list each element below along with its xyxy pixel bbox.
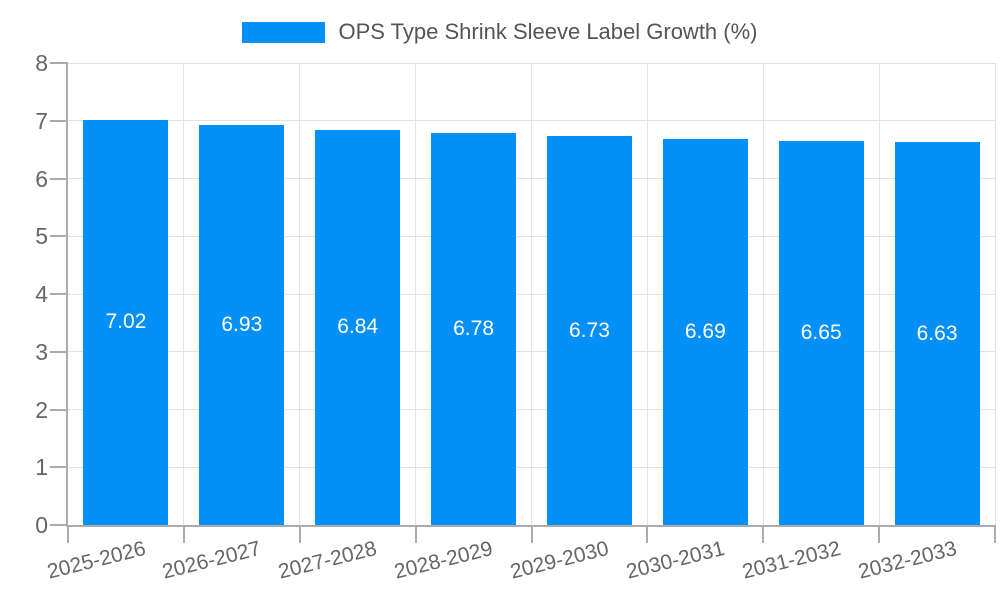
- y-axis-label: 0: [35, 512, 48, 538]
- x-axis-label: 2031-2032: [739, 537, 843, 584]
- x-tick-mark: [762, 525, 765, 543]
- gridline-vertical: [183, 63, 185, 525]
- bar-value-label: 6.73: [569, 318, 610, 342]
- y-tick-mark: [50, 466, 68, 469]
- bar[interactable]: 6.78: [431, 133, 517, 525]
- y-axis-label: 5: [35, 223, 48, 250]
- y-axis-label: 1: [35, 454, 48, 481]
- x-tick-mark: [646, 525, 649, 543]
- x-axis-label: 2027-2028: [276, 537, 380, 584]
- x-tick-mark: [530, 525, 533, 543]
- y-axis-label: 6: [35, 165, 48, 192]
- y-axis-label: 4: [35, 281, 48, 307]
- bar-value-label: 6.65: [800, 320, 842, 344]
- x-tick-mark: [878, 525, 881, 543]
- y-tick-mark: [50, 119, 68, 122]
- y-tick-mark: [50, 408, 68, 411]
- bar-value-label: 7.02: [105, 310, 147, 334]
- x-tick-mark: [414, 525, 417, 543]
- gridline-vertical: [531, 63, 532, 525]
- bar[interactable]: 7.02: [83, 119, 169, 525]
- x-tick-mark: [994, 525, 996, 543]
- bar[interactable]: 6.93: [199, 124, 285, 525]
- x-tick-mark: [298, 525, 301, 543]
- x-tick-mark: [67, 525, 69, 543]
- legend-swatch: [242, 21, 326, 43]
- gridline-vertical: [994, 63, 996, 525]
- y-tick-mark: [50, 235, 68, 238]
- x-axis-line: [66, 525, 995, 527]
- x-axis-label: 2028-2029: [392, 537, 496, 584]
- y-tick-mark: [50, 293, 68, 295]
- gridline-vertical: [762, 63, 764, 525]
- x-axis-label: 2032-2033: [855, 537, 959, 584]
- bar[interactable]: 6.73: [546, 136, 632, 525]
- x-axis-label: 2026-2027: [160, 537, 264, 584]
- bar[interactable]: 6.84: [315, 129, 401, 525]
- bar-value-label: 6.69: [684, 319, 726, 343]
- x-tick-mark: [182, 525, 185, 543]
- legend-label: OPS Type Shrink Sleeve Label Growth (%): [338, 19, 758, 44]
- gridline-vertical: [299, 63, 301, 525]
- bar-value-label: 6.93: [221, 312, 263, 336]
- x-axis-label: 2029-2030: [507, 537, 612, 584]
- bar[interactable]: 6.65: [778, 140, 864, 525]
- bar-value-label: 6.84: [337, 315, 379, 339]
- bar-value-label: 6.63: [916, 321, 958, 345]
- gridline-vertical: [878, 63, 880, 525]
- y-axis-label: 8: [35, 50, 48, 76]
- bar-value-label: 6.78: [453, 317, 494, 341]
- gridline-vertical: [415, 63, 417, 525]
- x-axis-label: 2030-2031: [623, 537, 727, 584]
- y-tick-mark: [50, 524, 68, 526]
- y-axis-label: 3: [35, 338, 48, 365]
- y-tick-mark: [50, 350, 68, 353]
- y-tick-mark: [50, 177, 68, 180]
- bar[interactable]: 6.63: [894, 142, 980, 525]
- x-axis-label: 2025-2026: [44, 537, 148, 584]
- y-axis-line: [66, 63, 68, 525]
- bar[interactable]: 6.69: [662, 138, 748, 525]
- gridline-vertical: [646, 63, 648, 525]
- y-axis-label: 2: [35, 396, 48, 423]
- y-axis-label: 7: [35, 107, 48, 134]
- legend[interactable]: OPS Type Shrink Sleeve Label Growth (%): [0, 18, 1000, 46]
- y-tick-mark: [50, 62, 68, 64]
